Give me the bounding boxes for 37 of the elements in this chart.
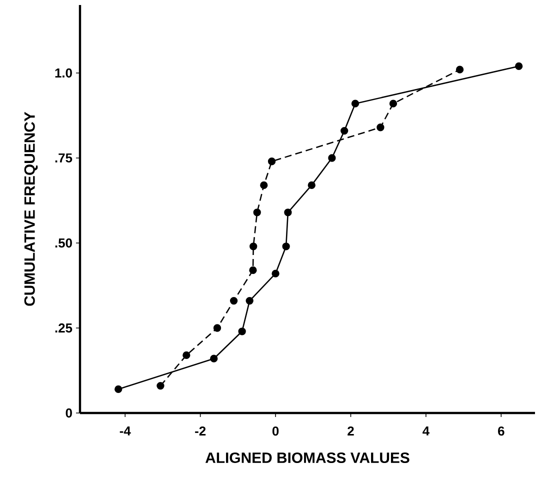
point [213,324,222,332]
point [253,208,261,216]
point [376,124,384,132]
y-axis-title: CUMULATIVE FREQUENCY [24,112,38,306]
y-tick-label: .50 [55,238,72,248]
x-tick-label: 2 [348,426,354,436]
y-tick-label: .25 [55,323,72,333]
point [246,296,254,305]
point [328,154,336,162]
x-tick-label: -2 [195,426,206,436]
x-tick-label: 4 [422,426,430,436]
point [284,208,292,216]
point [156,382,164,390]
x-axis-title: ALIGNED BIOMASS VALUES [205,452,410,464]
y-tick-label: 1.0 [55,68,72,78]
point [515,62,523,70]
point [250,242,258,250]
point [272,270,280,278]
point [308,181,316,190]
point [114,385,122,394]
point [351,100,360,108]
x-tick-label: 6 [498,426,504,436]
point [282,242,290,250]
y-tick-label: .75 [55,153,72,163]
point [456,66,464,74]
point [268,158,276,166]
point [230,296,238,305]
point [389,100,398,108]
point [182,351,190,360]
x-tick-label: -4 [120,426,131,436]
x-tick-label: 0 [272,426,279,436]
y-tick-label: 0 [66,408,72,418]
point [249,266,257,274]
point [340,126,348,135]
point [238,328,246,336]
point [260,181,268,190]
point [210,354,218,362]
